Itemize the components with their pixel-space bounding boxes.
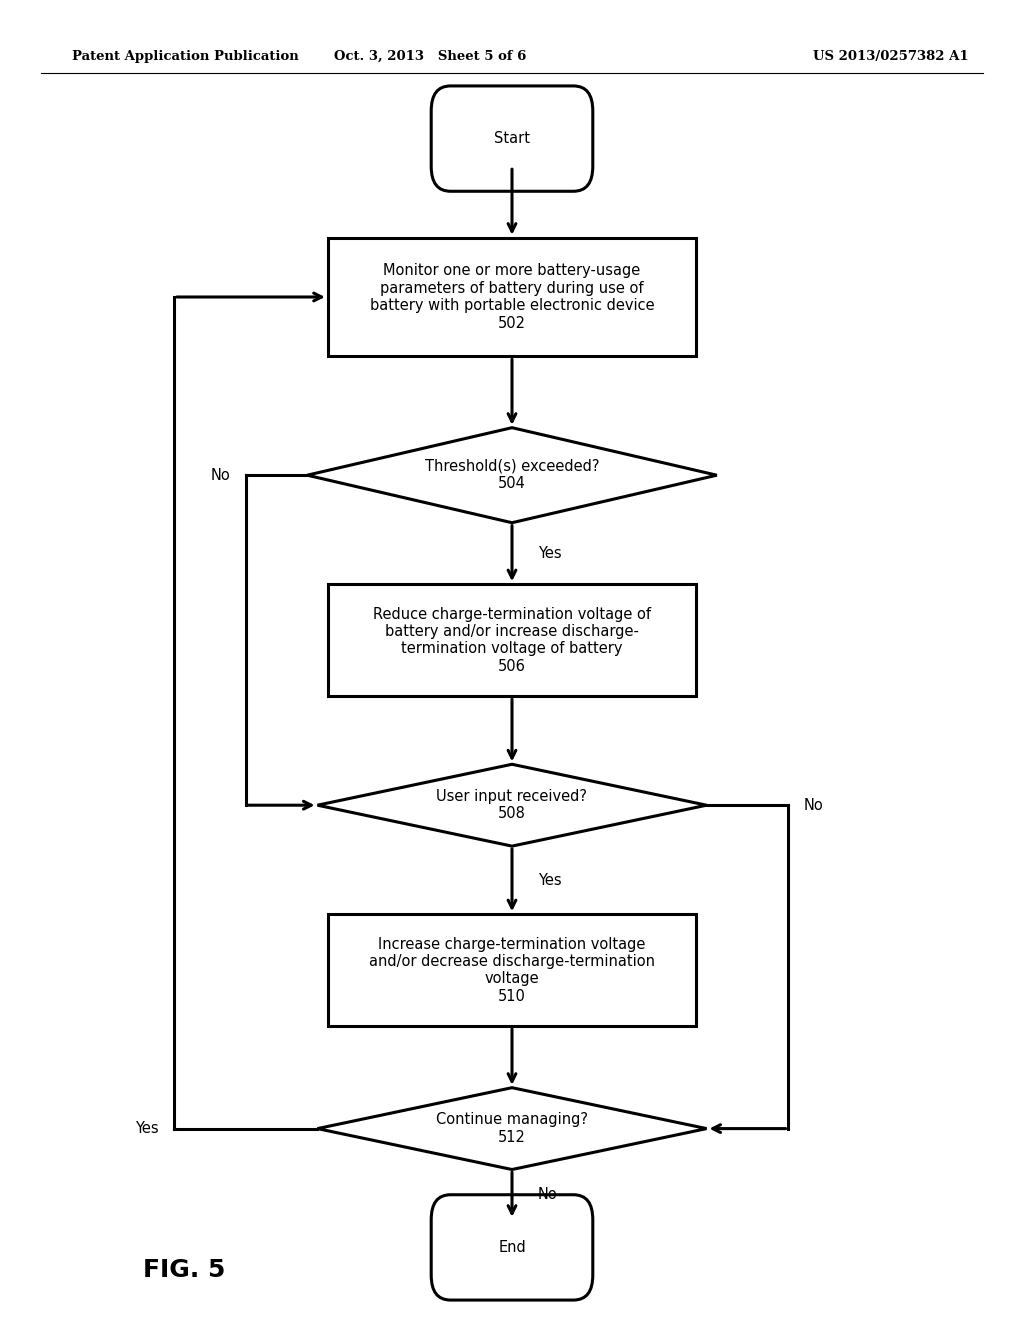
- FancyBboxPatch shape: [431, 86, 593, 191]
- Text: Continue managing?
512: Continue managing? 512: [436, 1113, 588, 1144]
- Text: Reduce charge-termination voltage of
battery and/or increase discharge-
terminat: Reduce charge-termination voltage of bat…: [373, 607, 651, 673]
- Polygon shape: [317, 1088, 707, 1170]
- Text: Monitor one or more battery-usage
parameters of battery during use of
battery wi: Monitor one or more battery-usage parame…: [370, 264, 654, 330]
- Text: Patent Application Publication: Patent Application Publication: [72, 50, 298, 63]
- Text: No: No: [211, 467, 230, 483]
- Text: End: End: [498, 1239, 526, 1255]
- Text: Start: Start: [494, 131, 530, 147]
- Text: US 2013/0257382 A1: US 2013/0257382 A1: [813, 50, 969, 63]
- Text: No: No: [538, 1187, 557, 1203]
- Polygon shape: [317, 764, 707, 846]
- Bar: [328, 913, 696, 1027]
- Text: Threshold(s) exceeded?
504: Threshold(s) exceeded? 504: [425, 459, 599, 491]
- Bar: [328, 583, 696, 697]
- Text: Oct. 3, 2013   Sheet 5 of 6: Oct. 3, 2013 Sheet 5 of 6: [334, 50, 526, 63]
- Polygon shape: [307, 428, 717, 523]
- Bar: [328, 238, 696, 356]
- Text: Increase charge-termination voltage
and/or decrease discharge-termination
voltag: Increase charge-termination voltage and/…: [369, 937, 655, 1003]
- Text: User input received?
508: User input received? 508: [436, 789, 588, 821]
- Text: Yes: Yes: [135, 1121, 159, 1137]
- FancyBboxPatch shape: [431, 1195, 593, 1300]
- Text: No: No: [804, 797, 823, 813]
- Text: Yes: Yes: [538, 546, 561, 561]
- Text: FIG. 5: FIG. 5: [143, 1258, 225, 1282]
- Text: Yes: Yes: [538, 873, 561, 887]
